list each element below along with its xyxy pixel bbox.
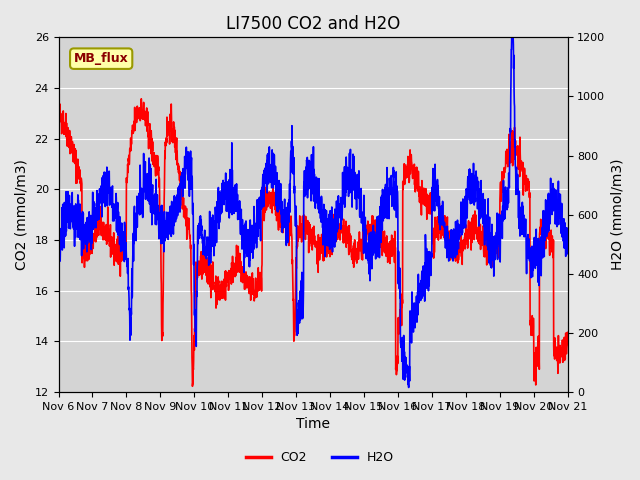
Y-axis label: CO2 (mmol/m3): CO2 (mmol/m3) bbox=[15, 159, 29, 270]
Legend: CO2, H2O: CO2, H2O bbox=[241, 446, 399, 469]
Title: LI7500 CO2 and H2O: LI7500 CO2 and H2O bbox=[226, 15, 400, 33]
Text: MB_flux: MB_flux bbox=[74, 52, 129, 65]
Y-axis label: H2O (mmol/m3): H2O (mmol/m3) bbox=[611, 159, 625, 270]
X-axis label: Time: Time bbox=[296, 418, 330, 432]
